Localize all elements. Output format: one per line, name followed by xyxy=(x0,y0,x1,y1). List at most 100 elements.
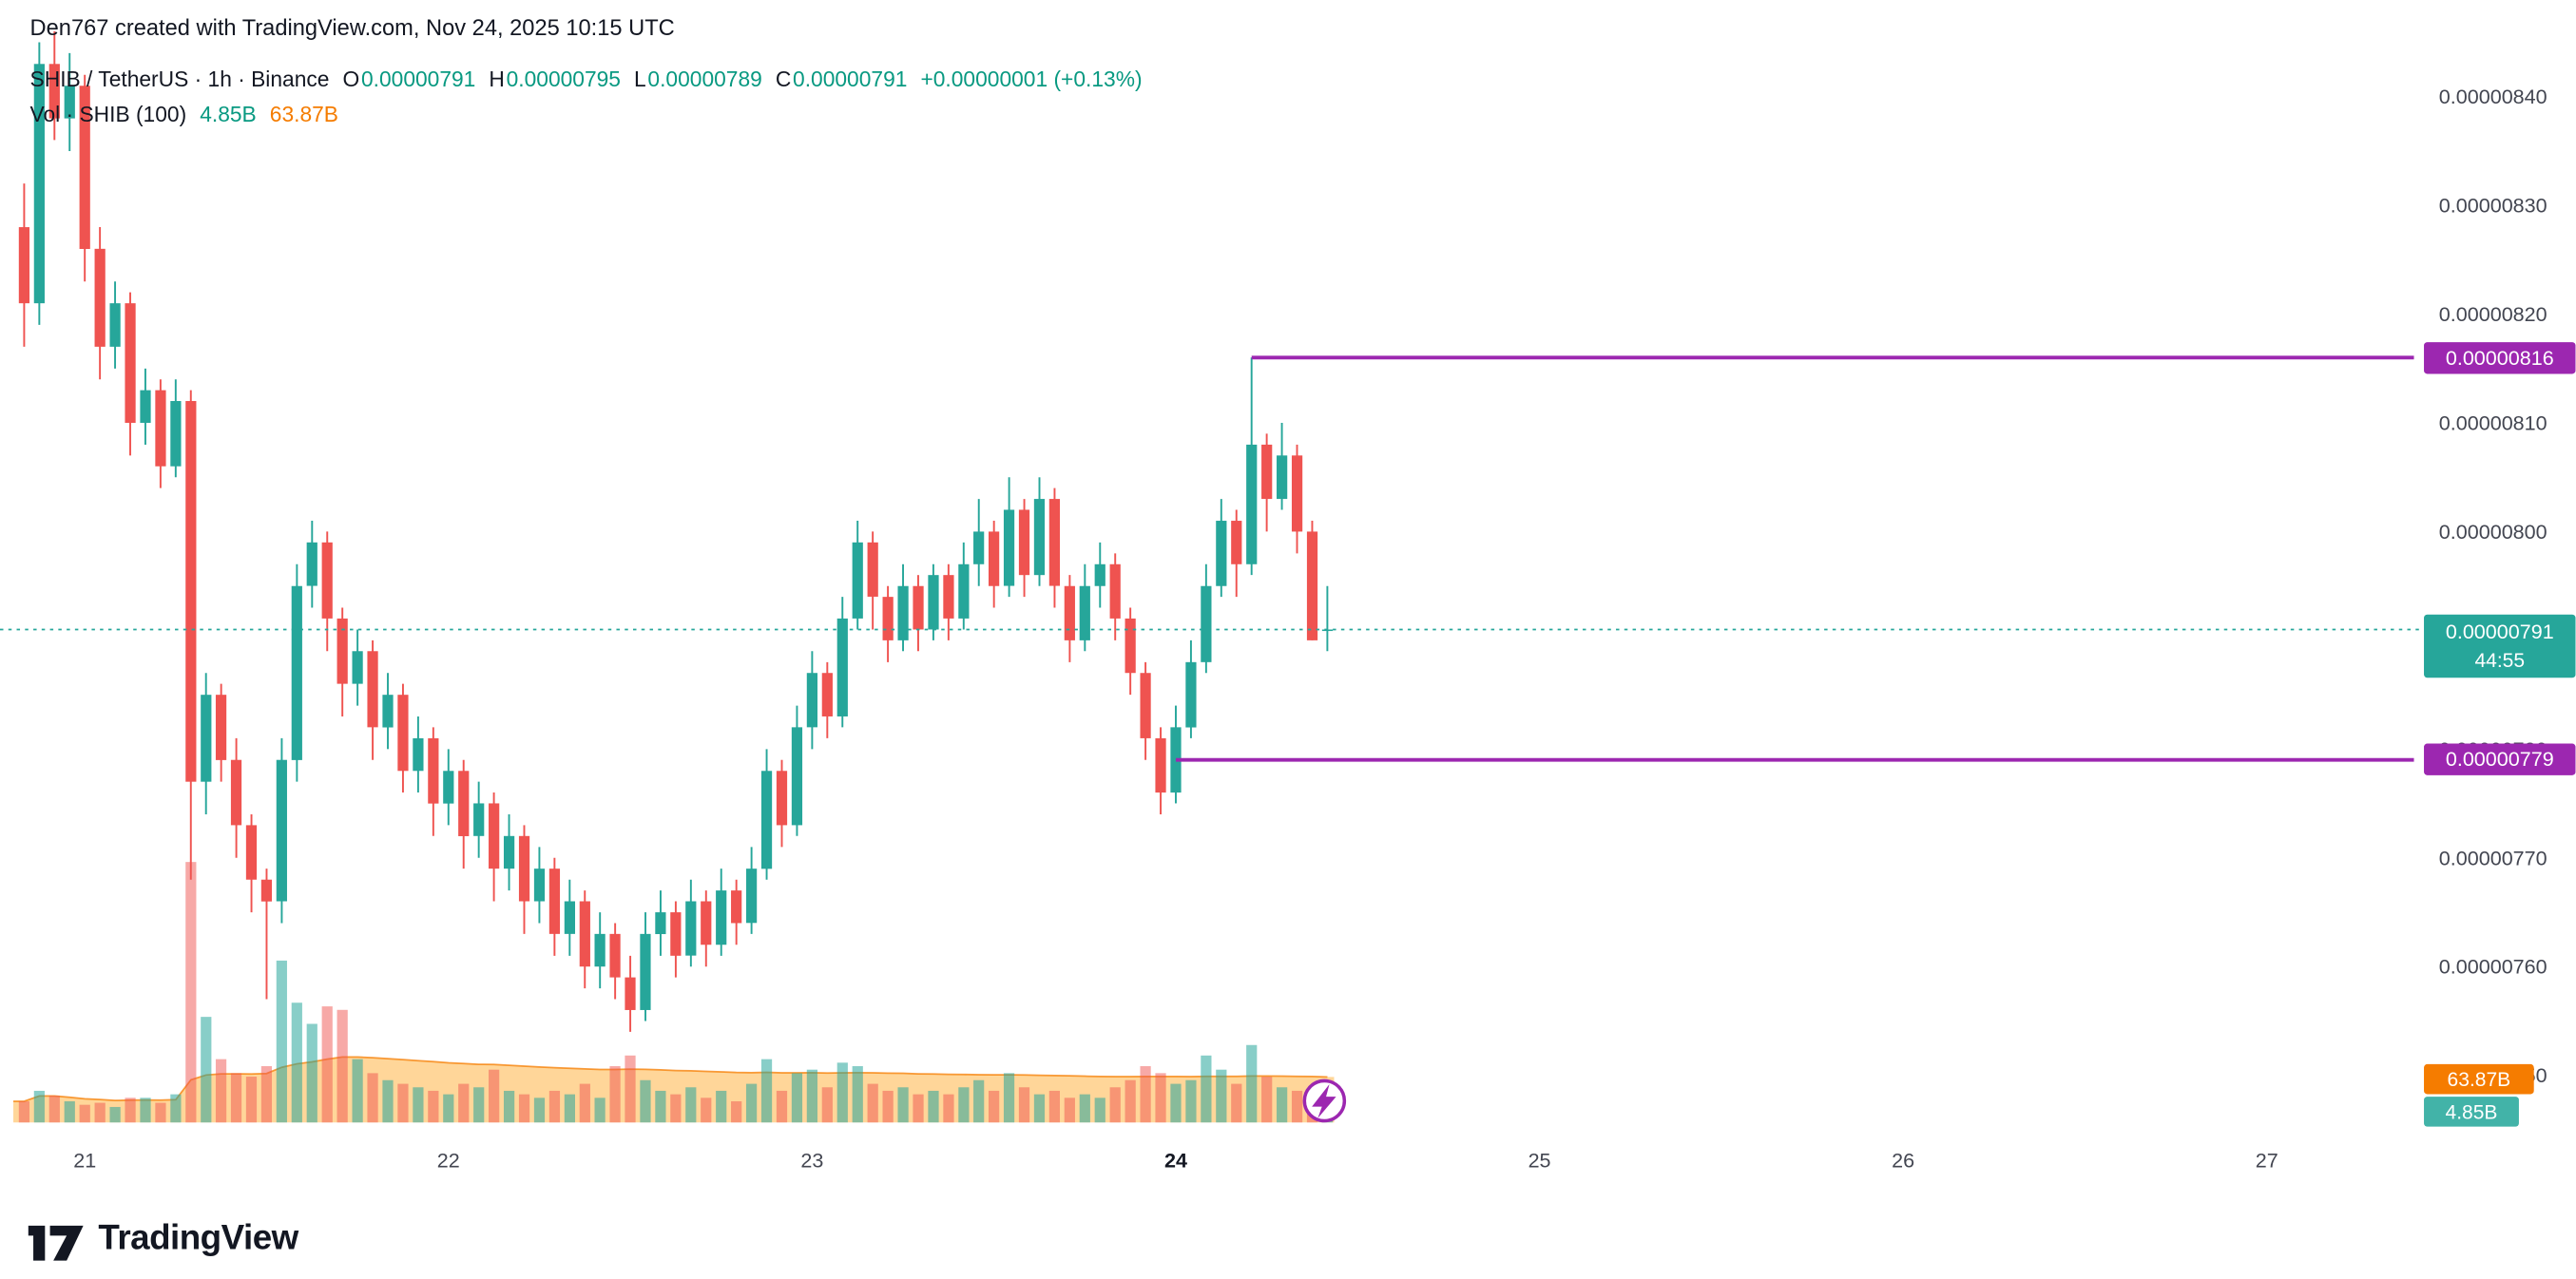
candle-body xyxy=(1246,444,1258,564)
candle-body xyxy=(367,651,378,728)
candle-body xyxy=(230,759,242,826)
candle-body xyxy=(428,737,439,804)
candle-body xyxy=(670,912,682,956)
volume-bar xyxy=(458,1083,470,1123)
time-tick-label[interactable]: 24 xyxy=(1164,1149,1187,1173)
bar-countdown-label: 44:55 xyxy=(2474,650,2525,672)
volume-bar xyxy=(397,1083,409,1123)
volume-bar xyxy=(852,1066,863,1123)
candle-body xyxy=(170,401,182,467)
price-tick-label: 0.00000800 xyxy=(2439,520,2547,544)
volume-bar xyxy=(1125,1079,1136,1123)
volume-current-badge xyxy=(2424,1097,2519,1127)
candle-body xyxy=(1064,585,1075,640)
candle-body xyxy=(201,695,212,782)
volume-bar xyxy=(988,1090,1000,1123)
candle-body xyxy=(1201,585,1212,662)
tradingview-logo[interactable]: TradingView xyxy=(27,1217,298,1261)
volume-bar xyxy=(1201,1055,1212,1123)
price-tick-label: 0.00000840 xyxy=(2439,85,2547,108)
price-tick-label: 0.00000770 xyxy=(2439,846,2547,869)
volume-bar xyxy=(64,1100,75,1123)
candle-body xyxy=(276,759,287,902)
time-tick-label[interactable]: 27 xyxy=(2256,1149,2278,1173)
candle-body xyxy=(291,585,302,760)
volume-bar xyxy=(185,862,197,1123)
symbol-title[interactable]: SHIB / TetherUS · 1h · Binance xyxy=(29,67,330,92)
volume-bar xyxy=(1246,1044,1258,1123)
volume-bar xyxy=(1003,1073,1015,1123)
volume-bar xyxy=(170,1094,182,1123)
time-tick-label[interactable]: 26 xyxy=(1892,1149,1914,1173)
volume-bar xyxy=(215,1059,227,1123)
candle-body xyxy=(958,563,970,619)
volume-bar xyxy=(943,1094,954,1123)
volume-bar xyxy=(640,1079,651,1123)
volume-bar xyxy=(533,1098,546,1123)
candle-body xyxy=(489,803,500,869)
candle-body xyxy=(1261,444,1273,500)
candle-body xyxy=(1155,737,1166,793)
volume-bar xyxy=(1033,1094,1046,1123)
volume-bar xyxy=(413,1087,424,1123)
candle-body xyxy=(897,585,909,640)
volume-bar xyxy=(201,1017,212,1123)
volume-bar xyxy=(701,1098,712,1123)
volume-bar xyxy=(140,1098,151,1123)
time-tick-label[interactable]: 21 xyxy=(73,1149,96,1173)
candle-body xyxy=(1216,521,1227,586)
volume-ma-badge xyxy=(2424,1063,2534,1095)
price-tick-label: 0.00000810 xyxy=(2439,411,2547,435)
upper-line-price-label: 0.00000816 xyxy=(2446,346,2554,370)
upper-line-price-badge xyxy=(2424,342,2576,374)
candle-body xyxy=(48,64,60,119)
candle-body xyxy=(503,835,515,869)
volume-bar xyxy=(306,1023,317,1123)
price-tick-label: 0.00000830 xyxy=(2439,194,2547,218)
time-tick-label[interactable]: 23 xyxy=(800,1149,823,1173)
candle-body xyxy=(731,890,742,924)
symbol-legend[interactable]: SHIB / TetherUS · 1h · Binance O 0.000007… xyxy=(30,67,1143,91)
candle-body xyxy=(1094,563,1105,586)
volume-bar xyxy=(867,1083,878,1123)
candle-body xyxy=(215,695,227,760)
time-tick-label[interactable]: 22 xyxy=(437,1149,460,1173)
candle-body xyxy=(94,248,106,347)
candle-body xyxy=(1306,531,1318,640)
volume-bar xyxy=(670,1094,682,1123)
candle-body xyxy=(1048,499,1061,586)
candle-body xyxy=(594,933,606,967)
candle-body xyxy=(79,86,90,250)
volume-bar xyxy=(1170,1083,1182,1123)
volume-bar xyxy=(1079,1094,1090,1123)
volume-bar xyxy=(382,1079,394,1123)
candle-body xyxy=(185,401,197,782)
chart-layers: 0.00000840 0.00000830 0.00000820 0.00000810… xyxy=(0,30,2547,1173)
volume-current-label: 4.85B xyxy=(2446,1101,2498,1123)
candle-body xyxy=(776,771,788,826)
volume-current-value: 4.85B xyxy=(200,101,257,127)
volume-bar xyxy=(155,1102,166,1123)
volume-legend[interactable]: Vol · SHIB (100) 4.85B 63.87B xyxy=(30,102,338,126)
volume-bar xyxy=(1216,1069,1227,1123)
candle-body xyxy=(1231,521,1242,564)
candle-body xyxy=(882,597,894,640)
candle-body xyxy=(821,673,833,716)
time-tick-label[interactable]: 25 xyxy=(1528,1149,1551,1173)
volume-bar xyxy=(609,1066,621,1123)
candle-body xyxy=(625,977,636,1010)
volume-bar xyxy=(594,1098,606,1123)
lightning-icon[interactable] xyxy=(1302,1079,1347,1123)
volume-bar xyxy=(928,1090,939,1123)
volume-bar xyxy=(352,1059,363,1123)
volume-bar xyxy=(1018,1087,1030,1123)
volume-indicator-title[interactable]: Vol · SHIB (100) xyxy=(29,101,187,127)
tradingview-logo-mark xyxy=(28,1225,84,1261)
candle-body xyxy=(640,933,651,1010)
candle-body xyxy=(655,912,666,935)
volume-bar xyxy=(579,1083,590,1123)
volume-bar xyxy=(1277,1087,1288,1123)
volume-ma-value: 63.87B xyxy=(269,101,338,127)
